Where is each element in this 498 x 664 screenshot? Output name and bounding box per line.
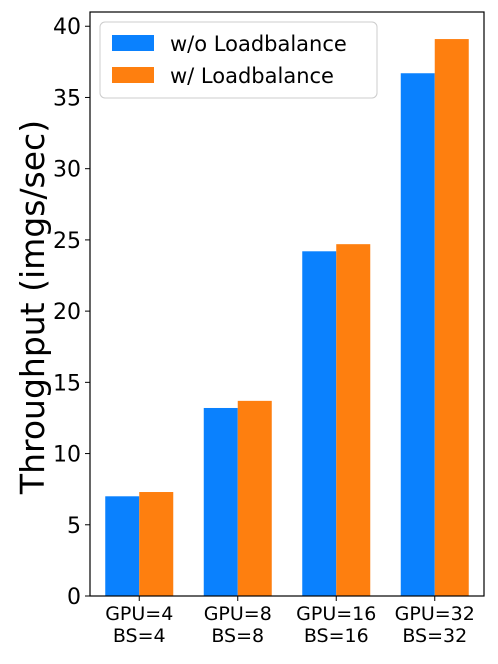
bar-s1-c3 [434, 39, 469, 596]
legend-swatch-1 [112, 67, 154, 83]
x-tick-label-3-line-0: GPU=32 [395, 603, 475, 625]
y-tick-label-0: 0 [67, 585, 81, 610]
legend-swatch-0 [112, 35, 154, 51]
bar-s0-c0 [105, 496, 140, 596]
x-tick-label-0-line-0: GPU=4 [105, 603, 173, 625]
x-tick-label-1-line-0: GPU=8 [204, 603, 272, 625]
y-tick-label-4: 20 [53, 300, 81, 325]
bar-s1-c0 [139, 492, 174, 596]
bar-s1-c1 [237, 400, 272, 596]
bars-group [105, 39, 469, 597]
y-tick-label-1: 5 [67, 514, 81, 539]
x-tick-label-0-line-1: BS=4 [113, 625, 166, 647]
y-axis-title: Throughput (imgs/sec) [13, 120, 52, 495]
legend-label-1: w/ Loadbalance [170, 64, 334, 88]
bar-s0-c2 [302, 251, 337, 597]
y-tick-label-3: 15 [53, 371, 81, 396]
x-tick-label-1-line-1: BS=8 [211, 625, 264, 647]
bar-s0-c1 [203, 407, 238, 596]
legend-label-0: w/o Loadbalance [170, 32, 347, 56]
x-tick-label-2-line-0: GPU=16 [296, 603, 376, 625]
plot-frame [89, 11, 485, 597]
y-tick-label-7: 35 [53, 86, 81, 111]
legend-box [99, 21, 378, 99]
legend: w/o Loadbalance w/ Loadbalance [99, 21, 378, 99]
y-tick-label-5: 25 [53, 229, 81, 254]
bar-s1-c2 [336, 244, 371, 597]
x-tick-label-3-line-1: BS=32 [402, 625, 467, 647]
y-tick-label-8: 40 [53, 15, 81, 40]
x-tick-label-2-line-1: BS=16 [304, 625, 369, 647]
bar-s0-c3 [400, 73, 435, 596]
y-tick-label-2: 10 [53, 443, 81, 468]
y-tick-label-6: 30 [53, 158, 81, 183]
y-ticks-group: 0 5 10 15 20 25 30 35 40 [53, 15, 90, 610]
